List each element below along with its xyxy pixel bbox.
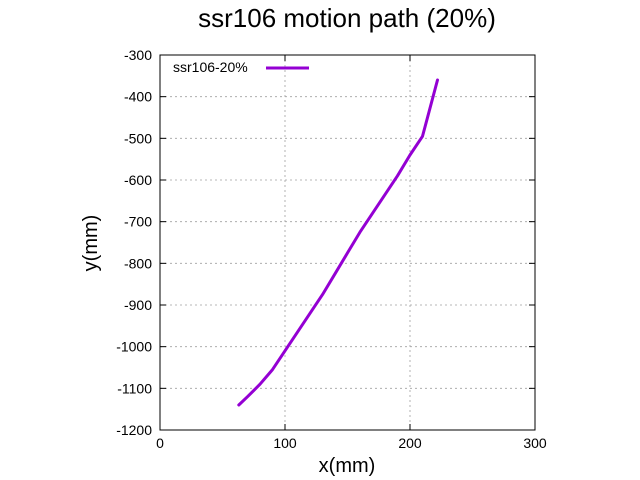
plot-area — [159, 54, 536, 431]
legend-label: ssr106-20% — [173, 59, 248, 75]
x-axis: 0 100 200 300 — [156, 55, 547, 451]
series-line — [237, 78, 439, 407]
grid — [160, 55, 535, 430]
legend: ssr106-20% — [173, 59, 309, 75]
y-axis: -1200 -1100 -1000 -900 -800 -700 -600 -500 -400 -… — [116, 47, 535, 438]
x-tick-label: 300 — [523, 435, 547, 451]
x-tick-label: 200 — [398, 435, 422, 451]
x-tick-label: 100 — [273, 435, 297, 451]
chart-title: ssr106 motion path (20%) — [198, 3, 496, 33]
y-tick-label: -400 — [124, 89, 152, 105]
y-tick-label: -500 — [124, 130, 152, 146]
y-tick-label: -1200 — [116, 422, 152, 438]
y-tick-label: -300 — [124, 47, 152, 63]
y-tick-label: -1100 — [117, 380, 152, 396]
y-axis-label: y(mm) — [80, 215, 102, 272]
y-tick-label: -600 — [124, 172, 152, 188]
y-tick-label: -800 — [124, 255, 152, 271]
y-tick-label: -700 — [124, 214, 152, 230]
y-tick-label: -900 — [124, 297, 152, 313]
x-axis-label: x(mm) — [319, 455, 376, 477]
series — [237, 78, 439, 407]
y-tick-label: -1000 — [116, 339, 152, 355]
x-tick-label: 0 — [156, 435, 164, 451]
